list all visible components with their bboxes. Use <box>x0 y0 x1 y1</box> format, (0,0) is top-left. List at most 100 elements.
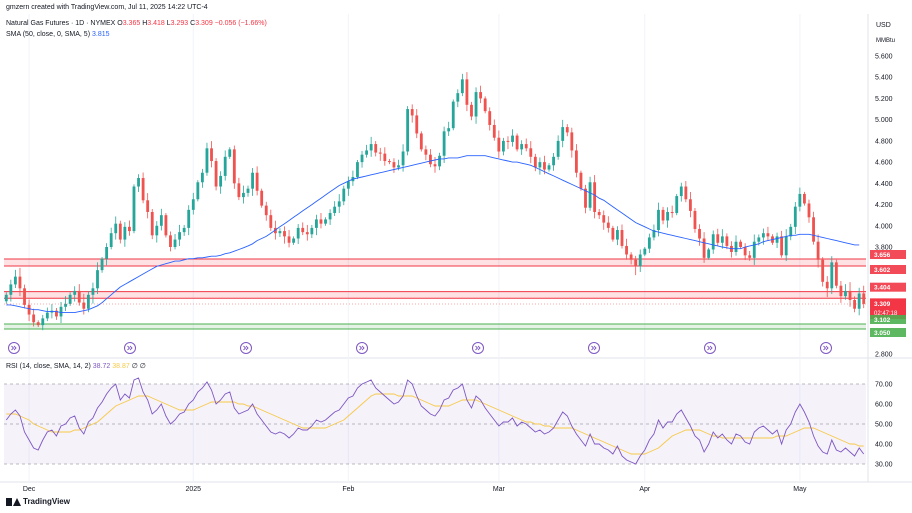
candle-184 <box>844 290 847 297</box>
price-tick-0: 5.600 <box>875 54 893 61</box>
candle-143 <box>657 209 660 231</box>
candle-93 <box>429 154 432 165</box>
candle-131 <box>602 215 606 223</box>
candle-0 <box>4 294 8 302</box>
candle-88 <box>406 109 410 152</box>
candle-77 <box>356 162 359 177</box>
candle-82 <box>378 152 382 154</box>
candle-175 <box>803 193 806 204</box>
chart-created-by: gmzern created with TradingView.com, Jul… <box>6 4 208 11</box>
candle-51 <box>237 183 241 198</box>
candle-65 <box>301 227 305 233</box>
zone-1 <box>4 291 866 299</box>
candle-37 <box>173 239 177 247</box>
candle-57 <box>264 205 268 216</box>
candle-126 <box>579 172 583 189</box>
candle-107 <box>492 124 496 138</box>
candle-172 <box>789 226 793 237</box>
candle-4 <box>23 288 26 305</box>
price-label-6: 3.050 <box>874 330 891 337</box>
price-label-box-5 <box>870 314 906 324</box>
candle-156 <box>716 234 720 243</box>
rsi-tick-2: 50.00 <box>875 422 893 429</box>
candle-71 <box>328 213 332 220</box>
candle-165 <box>757 237 761 242</box>
candle-106 <box>488 111 492 125</box>
candle-108 <box>497 137 501 152</box>
candle-28 <box>132 186 136 232</box>
candle-147 <box>675 196 679 214</box>
candle-161 <box>739 241 742 247</box>
tradingview-logo[interactable]: TradingView <box>6 497 70 506</box>
candle-120 <box>552 156 555 166</box>
candle-134 <box>616 230 619 240</box>
candle-162 <box>743 247 747 256</box>
candle-29 <box>137 178 140 187</box>
candle-104 <box>479 92 483 99</box>
candle-113 <box>520 144 524 150</box>
candle-149 <box>684 186 688 200</box>
candle-56 <box>260 190 264 206</box>
event-marker-chevron-5 <box>591 345 597 351</box>
candle-155 <box>711 234 715 250</box>
candle-49 <box>228 149 232 157</box>
candle-9 <box>45 312 49 319</box>
candle-61 <box>283 231 286 237</box>
candle-72 <box>333 206 337 214</box>
candle-183 <box>839 285 843 297</box>
unit-label: MMBtu <box>876 38 896 44</box>
candle-109 <box>501 140 505 152</box>
candle-139 <box>638 254 642 267</box>
high-value: 3.418 <box>147 20 165 27</box>
rsi-tick-0: 70.00 <box>875 382 893 389</box>
candle-79 <box>365 150 369 155</box>
tradingview-logo-icon <box>6 497 21 506</box>
candle-160 <box>734 241 738 252</box>
candle-74 <box>342 188 346 202</box>
price-label-2: 3.404 <box>874 285 891 292</box>
price-tick-7: 4.200 <box>875 202 893 209</box>
candle-15 <box>73 290 77 295</box>
candle-122 <box>561 127 565 141</box>
rsi-line <box>5 377 865 465</box>
event-marker-chevron-0 <box>11 345 17 351</box>
close-value: 3.309 <box>195 20 213 27</box>
candle-116 <box>533 156 537 168</box>
event-marker-chevron-6 <box>707 345 713 351</box>
candle-170 <box>780 236 784 256</box>
candle-158 <box>725 236 729 246</box>
candle-8 <box>41 318 45 326</box>
candle-124 <box>570 132 574 151</box>
candle-14 <box>68 294 72 304</box>
candle-173 <box>793 206 797 227</box>
candle-53 <box>246 188 250 193</box>
candle-142 <box>652 230 656 238</box>
candle-78 <box>360 154 364 163</box>
candle-66 <box>305 232 309 235</box>
symbol-legend[interactable]: Natural Gas Futures · 1D · NYMEX O3.365 … <box>6 20 267 27</box>
price-label-box-6 <box>870 328 906 337</box>
candle-128 <box>588 182 592 208</box>
sma-legend[interactable]: SMA (50, close, 0, SMA, 5) 3.815 <box>6 31 110 38</box>
candle-98 <box>451 101 455 129</box>
candle-87 <box>401 151 405 166</box>
candle-17 <box>82 302 86 309</box>
rsi-legend[interactable]: RSI (14, close, SMA, 14, 2) 38.72 38.87 … <box>6 362 146 370</box>
time-tick-0: Dec <box>23 486 36 493</box>
candle-40 <box>187 209 191 228</box>
candle-27 <box>128 226 131 232</box>
candle-138 <box>634 259 638 267</box>
candle-30 <box>141 178 145 201</box>
rsi-tick-1: 60.00 <box>875 402 893 409</box>
candle-133 <box>611 227 615 240</box>
candle-7 <box>36 322 40 326</box>
price-label-box-2 <box>870 282 906 292</box>
candle-127 <box>584 188 587 208</box>
price-tick-3: 5.000 <box>875 117 893 124</box>
candle-169 <box>775 236 779 243</box>
rsi-tick-4: 30.00 <box>875 462 893 469</box>
candle-144 <box>661 209 665 221</box>
candle-188 <box>862 293 866 304</box>
candle-80 <box>369 144 373 151</box>
candle-153 <box>702 238 706 258</box>
